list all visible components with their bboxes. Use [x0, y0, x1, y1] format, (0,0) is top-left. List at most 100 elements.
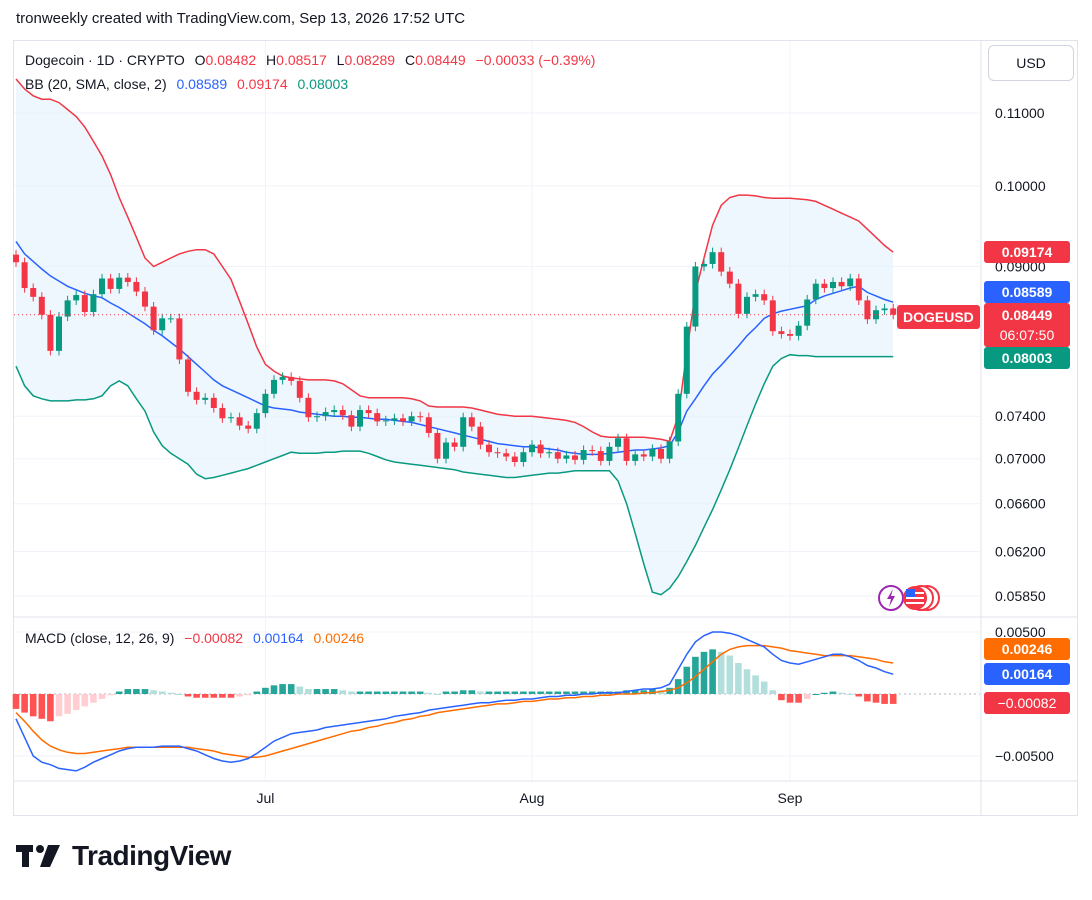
macd-histogram-bar [769, 690, 777, 694]
macd-histogram-bar [244, 694, 252, 696]
bar-countdown: 06:07:50 [999, 327, 1055, 343]
candle-body [658, 448, 664, 459]
macd-histogram-bar [692, 656, 699, 694]
tradingview-logo-icon [16, 845, 60, 867]
macd-histogram-bar [494, 691, 501, 694]
macd-histogram-bar [520, 691, 527, 694]
symbol-title: Dogecoin · 1D · CRYPTO [25, 52, 185, 68]
macd-histogram-bar [735, 663, 742, 694]
macd-histogram-bar [829, 691, 837, 694]
candle-body [615, 438, 621, 447]
high-value: 0.08517 [276, 52, 327, 68]
candle-body [632, 454, 639, 461]
currency-selector[interactable]: USD [988, 45, 1074, 81]
candle-body [640, 454, 647, 457]
macd-histogram-bar [511, 691, 519, 694]
candle-body [124, 277, 131, 282]
candle-body [339, 410, 346, 416]
time-tick-label: Aug [520, 790, 545, 806]
macd-tick-label: 0.00500 [995, 624, 1046, 640]
macd-histogram-bar [373, 691, 381, 694]
bb-upper-price-tag: 0.09174 [984, 241, 1070, 263]
candle-body [554, 452, 561, 459]
candle-body [623, 438, 630, 461]
macd-histogram-bar [184, 694, 192, 697]
candle-body [47, 314, 54, 351]
macd-histogram-bar [631, 690, 639, 694]
candle-body [167, 318, 174, 320]
macd-histogram-bar [889, 694, 897, 704]
symbol-price-tag: DOGEUSD [897, 305, 980, 329]
candle-body [56, 316, 62, 351]
candle-body [744, 296, 750, 314]
macd-histogram-bar [786, 694, 794, 703]
macd-histogram-bar [683, 666, 691, 694]
candle-body [451, 442, 458, 447]
macd-histogram-bar [700, 651, 708, 694]
macd-histogram-bar [588, 691, 596, 694]
candle-body [13, 254, 19, 263]
candle-body [382, 420, 389, 422]
macd-histogram-bar [167, 692, 175, 694]
macd-histogram-bar [210, 694, 218, 698]
candle-body [159, 318, 166, 331]
candle-body [262, 393, 269, 414]
macd-histogram-bar [580, 691, 587, 694]
candle-body [838, 281, 845, 287]
macd-histogram-bar [47, 694, 54, 722]
flag-canton [906, 589, 915, 597]
candle-body [133, 281, 140, 292]
event-icons[interactable] [876, 583, 946, 620]
macd-histogram-bar [399, 691, 407, 694]
macd-histogram-bar [29, 694, 37, 717]
candle-body [675, 393, 682, 442]
candle-body [701, 263, 707, 267]
bb-fill [16, 79, 894, 595]
macd-histogram-bar [545, 691, 553, 694]
candle-body [873, 310, 879, 320]
candle-body [408, 416, 415, 422]
candle-body [881, 308, 888, 311]
macd-histogram-bar [72, 694, 80, 711]
macd-histogram-bar [855, 694, 863, 697]
macd-tick-label: −0.00500 [995, 748, 1054, 764]
candle-body [709, 252, 716, 264]
candle-body [202, 397, 209, 400]
candle-body [279, 376, 286, 380]
candle-body [64, 300, 71, 317]
price-tick-label: 0.07400 [995, 408, 1046, 424]
macd-histogram-bar [90, 694, 97, 703]
macd-histogram-bar [21, 694, 28, 713]
bb-lower-price-tag: 0.08003 [984, 347, 1070, 369]
last-price-tag: 0.08449 06:07:50 [984, 303, 1070, 347]
macd-histogram-bar [391, 691, 398, 694]
price-tick-label: 0.06200 [995, 544, 1046, 560]
candle-body [374, 413, 381, 422]
macd-histogram-bar [528, 691, 536, 694]
candle-body [537, 444, 544, 454]
macd-histogram-bar [468, 690, 476, 694]
macd-histogram-bar [115, 691, 123, 694]
macd-histogram-bar [778, 694, 785, 701]
macd-histogram-bar [752, 675, 759, 694]
candle-body [142, 291, 148, 307]
macd-line-value: 0.00164 [252, 630, 304, 646]
flag-stripe [906, 597, 924, 599]
candle-body [864, 300, 871, 320]
candle-body [400, 418, 406, 422]
macd-hist-value: −0.00082 [184, 630, 244, 646]
candle-body [778, 331, 785, 334]
macd-title: MACD (close, 12, 26, 9) [25, 630, 175, 646]
candle-body [271, 379, 277, 394]
macd-histogram-bar [193, 694, 200, 698]
price-tick-label: 0.10000 [995, 178, 1046, 194]
chart-frame[interactable] [13, 40, 1078, 816]
tradingview-logo-text: TradingView [72, 840, 231, 871]
candle-body [116, 277, 123, 289]
flag-stripe [906, 602, 924, 604]
candle-body [460, 417, 467, 447]
candle-body [176, 318, 183, 360]
candle-body [236, 417, 243, 426]
tradingview-logo[interactable]: TradingView [16, 840, 231, 872]
